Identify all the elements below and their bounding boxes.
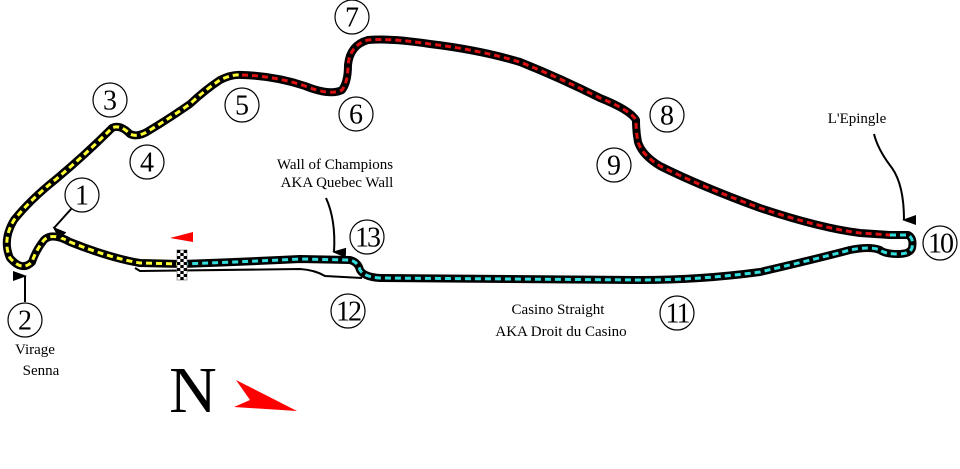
- turn-circle: [596, 147, 632, 183]
- pit-lane: [134, 267, 363, 279]
- wall-of-champions-arrow: [325, 197, 347, 258]
- turn-8-marker: 8: [649, 97, 685, 133]
- turn-circle: [649, 97, 685, 133]
- turn-1-marker: 1: [64, 177, 100, 213]
- turn-number: 13: [355, 223, 380, 254]
- checkered-flag-icon: [176, 249, 188, 281]
- turn-2-marker: 2: [7, 302, 43, 338]
- wall-of-champions-label: Wall of Champions: [277, 157, 393, 173]
- north-arrow-icon: [234, 380, 297, 411]
- direction-arrow-icon: [170, 232, 193, 242]
- turn-number: 5: [235, 91, 249, 122]
- turn-10-marker: 10: [922, 225, 958, 261]
- turn-number: 8: [660, 101, 674, 132]
- turn-number: 1: [75, 181, 89, 212]
- turn-number: 6: [349, 100, 363, 131]
- turn-6-marker: 6: [338, 96, 374, 132]
- turn-number: 10: [928, 229, 953, 260]
- turn-circle: [659, 295, 695, 331]
- turn-number: 2: [18, 306, 32, 337]
- turn-number: 4: [140, 148, 154, 179]
- turn-circle: [92, 82, 128, 118]
- pointer-arrows: [13, 133, 917, 302]
- turn-circle: [349, 219, 385, 255]
- turn-13-marker: 13: [349, 219, 385, 255]
- turn-number: 9: [607, 151, 621, 182]
- turn-circle: [129, 144, 165, 180]
- virage-senna-label-1: Virage: [15, 342, 55, 358]
- north-label: N: [169, 354, 217, 427]
- turn-circle: [922, 225, 958, 261]
- quebec-wall-label: AKA Quebec Wall: [281, 175, 394, 191]
- turn-number: 12: [336, 297, 361, 328]
- droit-du-casino-label: AKA Droit du Casino: [495, 324, 626, 340]
- turn-3-marker: 3: [92, 82, 128, 118]
- turn-7-marker: 7: [334, 0, 370, 35]
- turn-circle: [338, 96, 374, 132]
- epingle-label: L'Epingle: [828, 111, 887, 127]
- turn-number: 11: [666, 299, 690, 330]
- turn-9-marker: 9: [596, 147, 632, 183]
- turn-12-marker: 12: [330, 293, 366, 329]
- turn-number: 3: [103, 86, 117, 117]
- turn-number: 7: [345, 3, 359, 34]
- turn-circle: [224, 87, 260, 123]
- turn-circle: [64, 177, 100, 213]
- turn-circle: [334, 0, 370, 35]
- turn-5-marker: 5: [224, 87, 260, 123]
- sector-2-red: [242, 40, 890, 236]
- virage-senna-label-2: Senna: [23, 363, 60, 379]
- turn-circle: [330, 293, 366, 329]
- turn-11-marker: 11: [659, 295, 695, 331]
- turn-1-arrow: [52, 207, 73, 240]
- turn-4-marker: 4: [129, 144, 165, 180]
- turn-circle: [7, 302, 43, 338]
- casino-straight-label: Casino Straight: [512, 302, 606, 318]
- epingle-arrow: [873, 133, 917, 225]
